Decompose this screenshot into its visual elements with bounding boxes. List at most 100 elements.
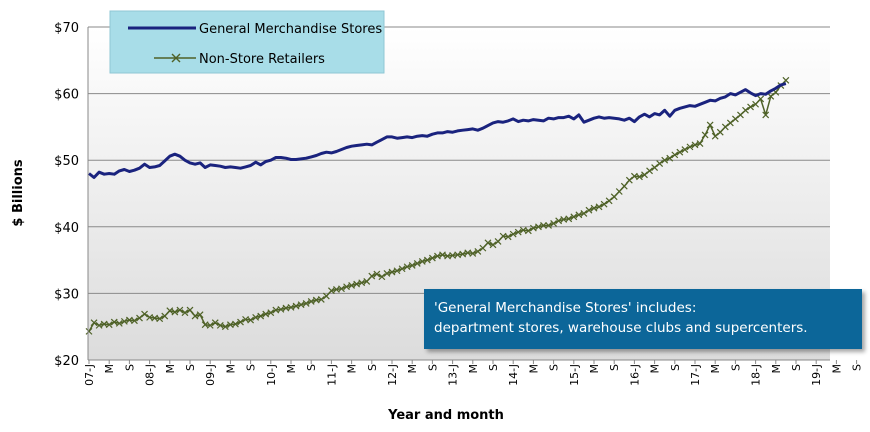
data-point-non-store	[696, 140, 704, 147]
data-point-non-store	[166, 307, 174, 315]
data-point-non-store	[555, 217, 563, 225]
data-point-non-store	[186, 306, 194, 314]
data-point-non-store	[403, 263, 411, 271]
x-tick-label: M	[709, 364, 722, 374]
data-point-non-store	[509, 230, 517, 238]
data-point-non-store	[484, 239, 492, 247]
data-point-non-store	[625, 176, 633, 184]
data-point-non-store	[141, 310, 148, 318]
data-point-non-store	[418, 258, 426, 265]
data-point-non-store	[262, 310, 270, 318]
data-point-non-store	[423, 256, 431, 264]
data-point-non-store	[297, 301, 305, 309]
data-point-non-store	[191, 312, 199, 320]
y-axis-title: $ Billions	[11, 159, 26, 226]
y-tick-label: $50	[54, 154, 79, 169]
data-point-non-store	[85, 327, 93, 335]
data-point-non-store	[600, 200, 608, 208]
data-point-non-store	[267, 309, 275, 317]
data-point-non-store	[216, 321, 224, 329]
x-tick-label: 19-J	[810, 364, 823, 386]
data-point-non-store	[232, 320, 239, 328]
data-point-non-store	[706, 121, 714, 129]
data-point-non-store	[171, 308, 179, 316]
data-point-non-store	[726, 119, 734, 127]
x-tick-label: S	[548, 364, 561, 371]
data-point-non-store	[408, 262, 416, 269]
y-tick-label: $70	[54, 21, 79, 36]
data-point-non-store	[136, 314, 143, 322]
data-point-non-store	[428, 254, 436, 262]
x-tick-label: 07-J	[83, 364, 96, 386]
data-point-non-store	[388, 268, 396, 276]
x-tick-label: M	[527, 364, 540, 374]
x-tick-label: 11-J	[325, 364, 338, 386]
data-point-non-store	[131, 317, 138, 325]
data-point-non-store	[307, 297, 315, 305]
data-point-non-store	[161, 312, 169, 320]
data-point-non-store	[504, 233, 512, 241]
data-point-non-store	[711, 132, 719, 140]
data-point-non-store	[575, 211, 583, 219]
x-tick-label: 15-J	[568, 364, 581, 386]
data-point-non-store	[257, 312, 265, 320]
data-point-non-store	[550, 220, 558, 227]
data-point-non-store	[95, 321, 103, 329]
data-point-non-store	[762, 111, 770, 119]
data-point-non-store	[373, 270, 381, 278]
data-point-non-store	[514, 228, 522, 236]
data-point-non-store	[398, 265, 406, 273]
y-tick-label: $40	[54, 221, 79, 236]
data-point-non-store	[590, 204, 598, 212]
data-point-non-store	[605, 197, 613, 205]
data-point-non-store	[459, 250, 467, 258]
data-point-non-store	[580, 210, 588, 217]
data-point-non-store	[681, 146, 689, 153]
data-point-non-store	[661, 156, 669, 164]
x-tick-label: M	[346, 364, 359, 374]
data-point-non-store	[348, 281, 356, 289]
data-point-non-store	[110, 318, 118, 326]
data-point-non-store	[676, 148, 684, 156]
data-point-non-store	[671, 151, 679, 159]
x-tick-label: M	[467, 364, 480, 374]
data-point-non-store	[651, 164, 659, 171]
legend-marker-non-store	[171, 53, 181, 63]
data-point-non-store	[105, 321, 113, 329]
data-point-non-store	[469, 250, 477, 257]
data-point-non-store	[120, 317, 128, 325]
data-point-non-store	[393, 267, 401, 275]
data-point-non-store	[439, 251, 446, 259]
legend-label-general-merchandise: General Merchandise Stores	[199, 22, 382, 37]
x-tick-label: M	[285, 364, 298, 374]
x-tick-label: S	[608, 364, 621, 371]
data-point-non-store	[247, 316, 255, 324]
data-point-non-store	[206, 321, 214, 329]
data-point-non-store	[636, 173, 643, 181]
data-point-non-store	[181, 309, 189, 317]
data-point-non-store	[378, 273, 386, 281]
data-point-non-store	[731, 115, 739, 123]
data-point-non-store	[524, 227, 532, 235]
data-point-non-store	[610, 193, 618, 201]
legend-label-non-store: Non-Store Retailers	[199, 52, 325, 67]
data-point-non-store	[363, 277, 371, 285]
data-point-non-store	[641, 171, 648, 179]
x-tick-label: M	[406, 364, 419, 374]
y-tick-label: $20	[54, 354, 79, 369]
x-tick-label: S	[790, 364, 803, 371]
data-point-non-store	[701, 131, 709, 139]
annotation-line-1: 'General Merchandise Stores' includes:	[434, 300, 697, 316]
data-point-non-store	[343, 283, 350, 291]
data-point-non-store	[277, 305, 285, 313]
data-point-non-store	[474, 248, 482, 255]
x-tick-label: S	[366, 364, 379, 371]
data-point-non-store	[115, 319, 123, 327]
data-point-non-store	[716, 128, 724, 136]
x-tick-label: S	[851, 364, 864, 371]
data-point-non-store	[747, 103, 754, 111]
x-tick-label: M	[649, 364, 662, 374]
data-point-non-store	[211, 319, 219, 327]
data-point-non-store	[757, 95, 765, 103]
